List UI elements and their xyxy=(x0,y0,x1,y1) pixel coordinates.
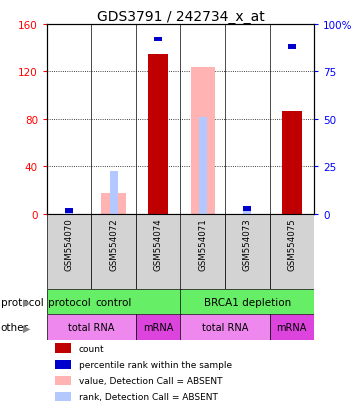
Text: ▶: ▶ xyxy=(23,323,31,332)
Text: GSM554074: GSM554074 xyxy=(154,218,163,271)
Text: mRNA: mRNA xyxy=(277,323,307,332)
Text: GSM554071: GSM554071 xyxy=(198,218,207,271)
Text: percentile rank within the sample: percentile rank within the sample xyxy=(79,360,232,369)
Bar xyxy=(180,214,225,289)
Text: mRNA: mRNA xyxy=(143,323,173,332)
Bar xyxy=(243,206,251,211)
Bar xyxy=(136,214,180,289)
Bar xyxy=(148,55,168,214)
Text: value, Detection Call = ABSENT: value, Detection Call = ABSENT xyxy=(79,376,222,385)
Bar xyxy=(225,214,270,289)
Bar xyxy=(101,193,126,214)
Bar xyxy=(65,208,73,213)
Bar xyxy=(154,38,162,42)
Bar xyxy=(110,172,118,214)
Text: GSM554073: GSM554073 xyxy=(243,218,252,271)
Text: GSM554072: GSM554072 xyxy=(109,218,118,271)
Bar xyxy=(55,360,71,369)
Bar xyxy=(47,315,136,340)
Text: GSM554075: GSM554075 xyxy=(287,218,296,271)
Bar xyxy=(191,67,215,214)
Bar xyxy=(282,112,302,214)
Title: GDS3791 / 242734_x_at: GDS3791 / 242734_x_at xyxy=(97,10,264,24)
Text: protocol: protocol xyxy=(1,297,43,307)
Bar xyxy=(55,376,71,385)
Bar xyxy=(47,289,180,315)
Bar xyxy=(65,212,73,214)
Bar xyxy=(199,117,207,214)
Text: count: count xyxy=(79,344,105,353)
Bar xyxy=(180,315,270,340)
Bar xyxy=(55,344,71,353)
Text: GSM554070: GSM554070 xyxy=(65,218,74,271)
Text: BRCA1 depletion: BRCA1 depletion xyxy=(204,297,291,307)
Bar xyxy=(243,210,251,214)
Bar xyxy=(288,45,296,50)
Bar xyxy=(180,289,314,315)
Text: protocol: protocol xyxy=(48,297,91,307)
Bar xyxy=(47,214,91,289)
Text: total RNA: total RNA xyxy=(202,323,248,332)
Bar xyxy=(270,214,314,289)
Text: other: other xyxy=(1,323,29,332)
Text: ▶: ▶ xyxy=(23,297,31,307)
Text: total RNA: total RNA xyxy=(68,323,115,332)
Bar xyxy=(55,392,71,401)
Text: control: control xyxy=(96,297,132,307)
Bar xyxy=(270,315,314,340)
Bar xyxy=(136,315,180,340)
Bar xyxy=(91,214,136,289)
Text: rank, Detection Call = ABSENT: rank, Detection Call = ABSENT xyxy=(79,392,218,401)
